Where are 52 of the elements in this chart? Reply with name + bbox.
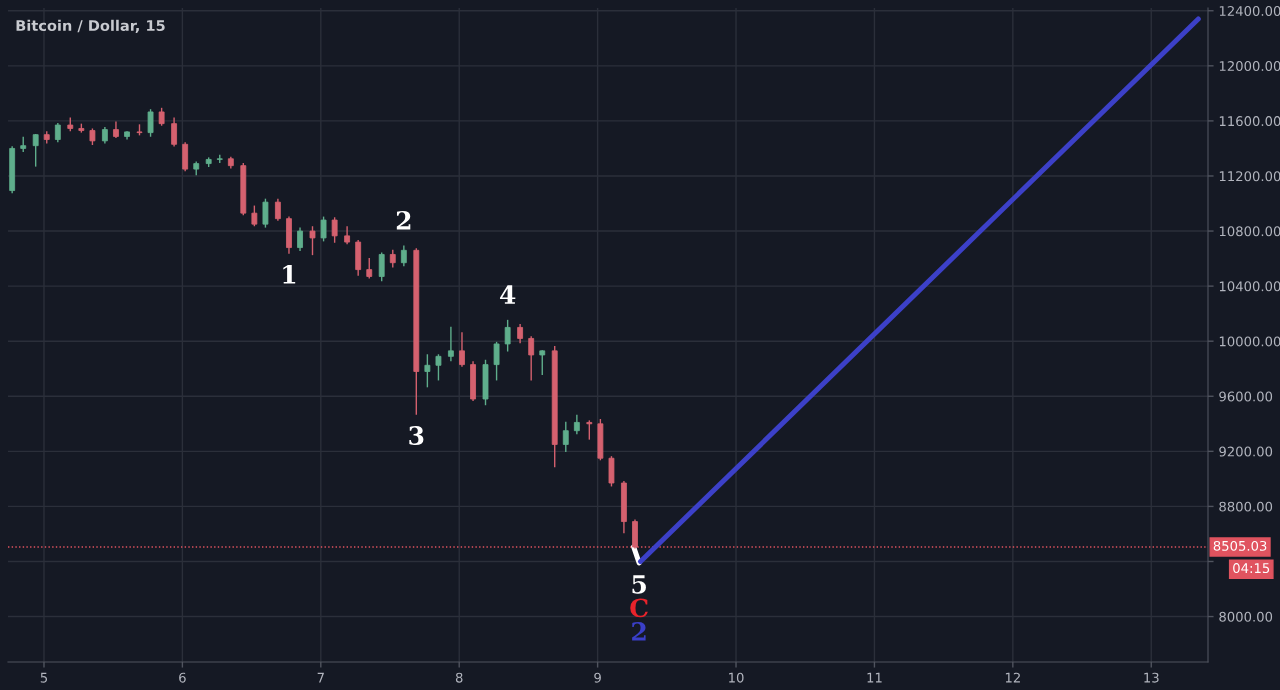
x-tick-label: 12 [1005, 672, 1020, 683]
y-tick-label: 9200.00 [1219, 446, 1273, 457]
x-tick-label: 5 [40, 672, 48, 683]
candlestick [400, 245, 407, 267]
candlestick [378, 252, 385, 282]
x-tick-label: 7 [317, 672, 324, 683]
candlestick [424, 354, 431, 388]
y-tick-label: 12000.00 [1219, 61, 1280, 72]
candlestick [448, 326, 454, 362]
x-tick-label: 13 [1144, 672, 1159, 683]
x-tick-label: 11 [867, 672, 882, 683]
ref-line-label: 8505.03 [1213, 540, 1267, 551]
candlestick [147, 109, 154, 137]
candlestick [562, 421, 569, 453]
x-tick-label: 9 [594, 672, 601, 683]
y-tick-label: 12400.00 [1219, 5, 1280, 16]
candlestick [171, 117, 177, 147]
text: Bitcoin / Dollar, 15 [16, 19, 165, 33]
candlestick [539, 350, 546, 375]
x-tick-label: 10 [729, 672, 744, 683]
y-tick-label: 10400.00 [1219, 281, 1280, 292]
candlestick [297, 227, 303, 252]
annotation: 2 [632, 622, 646, 641]
annotation: 3 [409, 426, 424, 446]
y-tick-label: 11200.00 [1219, 171, 1280, 182]
annotation: 4 [499, 285, 516, 304]
candlestick [251, 205, 258, 227]
candlestick [528, 336, 535, 381]
candlestick [435, 354, 442, 381]
candlestick [32, 133, 39, 167]
candlestick [262, 198, 269, 228]
candlestick [320, 216, 327, 242]
y-tick-label: 8800.00 [1219, 501, 1273, 512]
y-tick-label: 10800.00 [1219, 226, 1280, 237]
annotation: 1 [283, 265, 296, 284]
x-tick-label: 8 [455, 672, 463, 683]
y-tick-label: 8000.00 [1219, 611, 1273, 622]
candlestick [459, 332, 465, 367]
annotation: 2 [396, 210, 411, 230]
y-tick-label: 9600.00 [1219, 391, 1273, 402]
y-tick-label: 10000.00 [1219, 336, 1280, 347]
x-tick-label: 6 [179, 672, 186, 683]
y-tick-label: 11600.00 [1219, 116, 1280, 127]
candlestick [366, 257, 373, 279]
candlestick [493, 341, 500, 381]
text: 04:15 [1233, 563, 1270, 574]
candlestick [504, 319, 511, 352]
annotation: C [630, 598, 648, 618]
candlestick [309, 226, 316, 256]
candlestick [274, 198, 281, 221]
annotation: 5 [632, 575, 646, 594]
candlestick [331, 217, 338, 243]
